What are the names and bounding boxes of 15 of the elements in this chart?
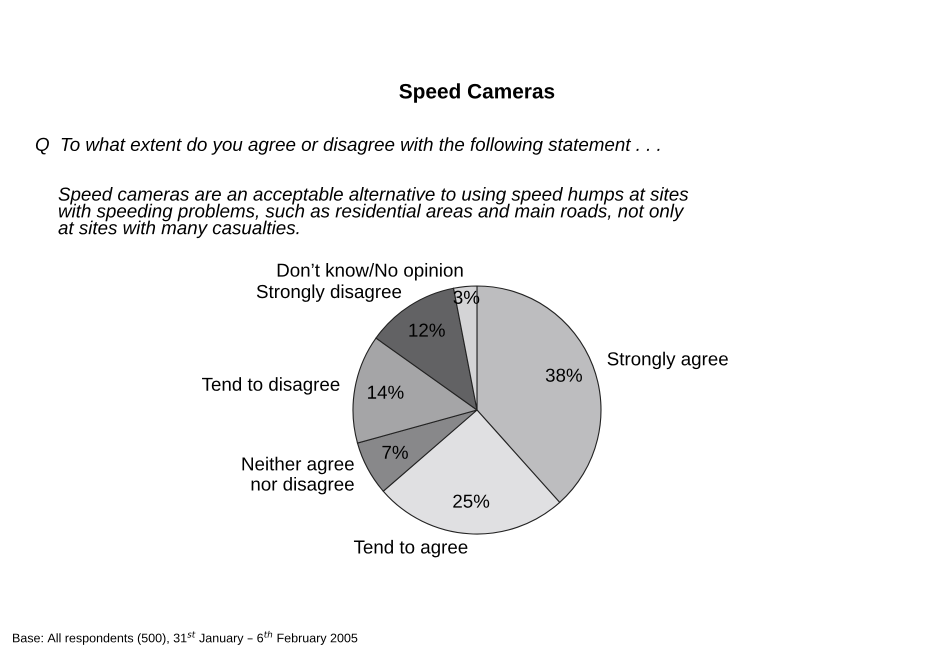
slice-label: Strongly agree [608, 352, 728, 370]
chart-subtitle: Q To what extent do you agree or disagree with the following statement . . . [36, 137, 660, 155]
text: Base: All respondents (500), 31$^{st}$ January – 6$^{th}$ February 2005 [13, 630, 358, 645]
text: Speed cameras are an acceptable alternative to using speed humps at sites with speeding problems, such as residential areas and main roads, not only at sites with many casualties. [58, 187, 688, 238]
data-label: 7% [382, 446, 408, 459]
data-label: 14% [368, 386, 404, 399]
chart-title: Speed Cameras [399, 83, 554, 103]
data-label: 12% [409, 324, 445, 337]
data-label: 25% [453, 494, 490, 508]
slice-label: Don’t know/No opinion [278, 263, 463, 280]
slice-label: Tend to agree [354, 540, 468, 558]
slice-label: Neither agree nor disagree [242, 456, 354, 494]
data-label: 38% [546, 368, 582, 382]
slice-label: Strongly disagree [256, 284, 402, 302]
slice-label: Tend to disagree [202, 377, 340, 395]
